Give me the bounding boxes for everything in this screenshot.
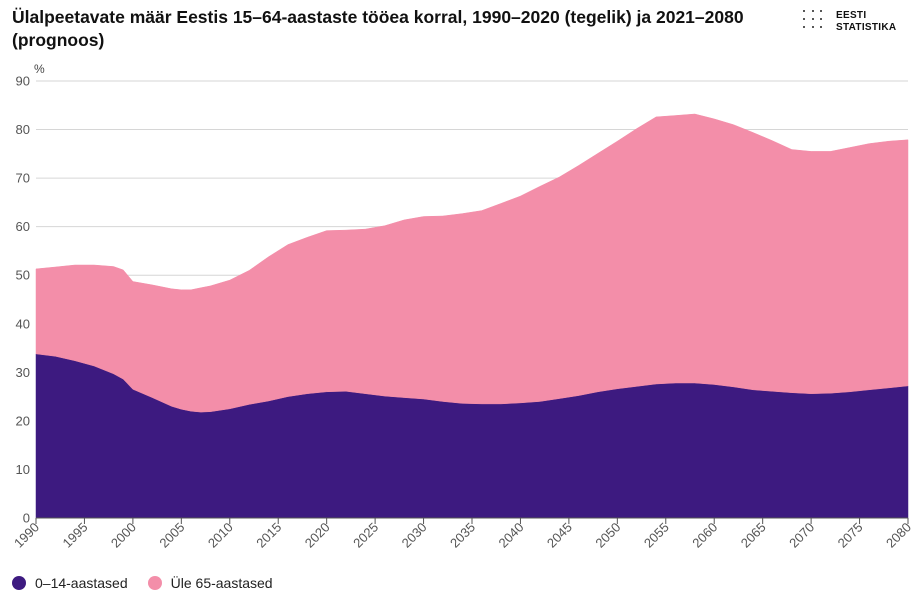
legend-item: 0–14-aastased: [12, 575, 128, 591]
y-tick-label: 40: [16, 316, 30, 331]
x-tick-label: 1990: [11, 520, 42, 551]
y-tick-label: 30: [16, 365, 30, 380]
x-tick-label: 2005: [156, 520, 187, 551]
y-tick-label: 0: [23, 511, 30, 526]
x-tick-label: 2060: [689, 520, 720, 551]
x-tick-label: 2075: [835, 520, 866, 551]
x-tick-label: 2050: [592, 520, 623, 551]
legend-swatch-icon: [12, 576, 26, 590]
y-axis-unit-label: %: [34, 62, 45, 76]
logo-text-line2: STATISTIKA: [836, 22, 897, 33]
y-tick-label: 70: [16, 171, 30, 186]
x-tick-label: 2080: [883, 520, 914, 551]
eesti-statistika-logo: EESTI STATISTIKA: [803, 8, 913, 36]
x-tick-label: 2020: [302, 520, 333, 551]
y-tick-label: 50: [16, 268, 30, 283]
x-tick-label: 2035: [447, 520, 478, 551]
area-series-1: [35, 113, 909, 413]
x-tick-label: 2065: [738, 520, 769, 551]
y-tick-label: 80: [16, 122, 30, 137]
y-tick-label: 20: [16, 413, 30, 428]
legend: 0–14-aastased Üle 65-aastased: [12, 575, 293, 591]
x-tick-label: 2015: [253, 520, 284, 551]
x-tick-label: 2030: [399, 520, 430, 551]
logo-text-line1: EESTI: [836, 10, 867, 21]
x-tick-label: 2000: [108, 520, 139, 551]
x-tick-label: 2055: [641, 520, 672, 551]
dot-grid-logo-icon: [803, 10, 829, 34]
x-tick-label: 2040: [496, 520, 527, 551]
legend-label: 0–14-aastased: [35, 575, 128, 591]
legend-swatch-icon: [147, 576, 162, 590]
x-tick-label: 2045: [544, 520, 575, 551]
x-tick-label: 2025: [350, 520, 381, 551]
x-tick-label: 1995: [60, 520, 91, 551]
area-series: [35, 113, 909, 519]
chart-title: Ülalpeetavate määr Eestis 15–64-aastaste…: [12, 7, 744, 50]
y-tick-label: 10: [16, 462, 30, 477]
x-tick-label: 2010: [205, 520, 236, 551]
legend-label: Üle 65-aastased: [170, 575, 273, 591]
legend-item: Üle 65-aastased: [147, 575, 273, 591]
x-tick-label: 2070: [786, 520, 817, 551]
y-tick-label: 60: [16, 219, 30, 234]
y-tick-label: 90: [16, 74, 30, 89]
